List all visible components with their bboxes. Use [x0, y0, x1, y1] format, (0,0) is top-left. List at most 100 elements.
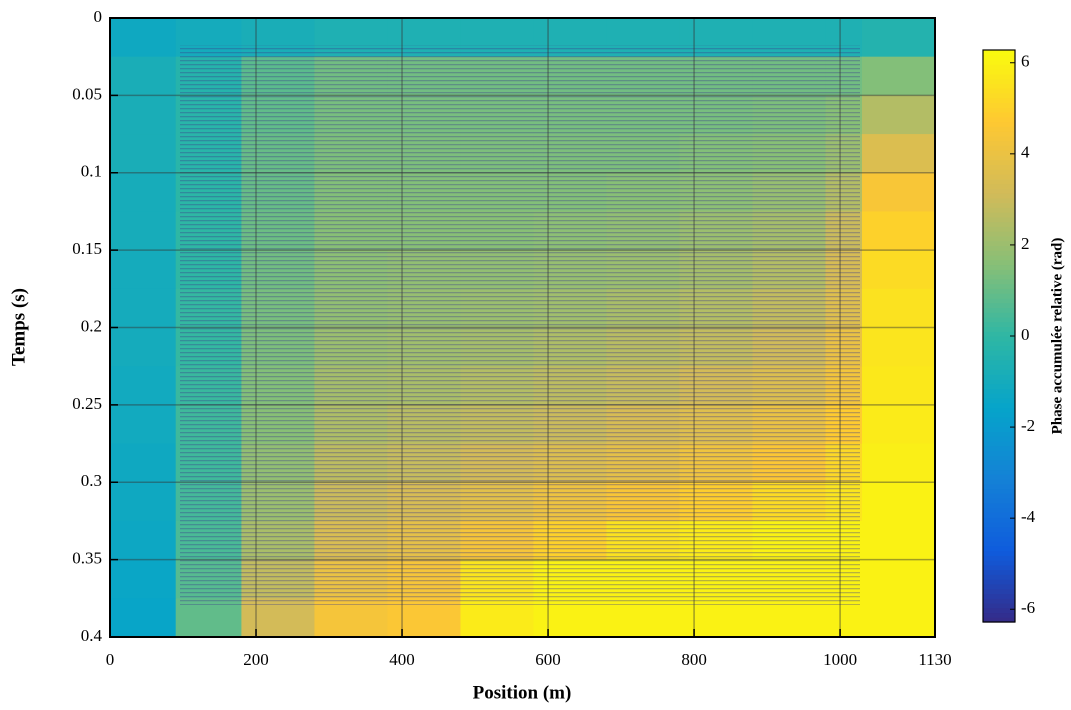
colorbar-swatch	[983, 121, 1015, 127]
colorbar-swatch	[983, 483, 1015, 490]
colorbar-swatch	[983, 540, 1015, 547]
colorbar-swatch	[983, 116, 1015, 123]
heatmap-cell	[110, 404, 177, 445]
colorbar-swatch	[983, 102, 1015, 108]
colorbar-swatch	[983, 512, 1015, 518]
x-tick-label: 1130	[918, 650, 951, 669]
colorbar-swatch	[983, 145, 1015, 151]
heatmap-cell	[861, 559, 936, 599]
colorbar-swatch	[983, 178, 1015, 185]
heatmap-cell	[110, 95, 177, 135]
colorbar-swatch	[983, 479, 1015, 485]
y-axis-label: Temps (s)	[8, 288, 29, 366]
colorbar-swatch	[983, 545, 1015, 552]
colorbar-swatch	[983, 350, 1015, 356]
colorbar-swatch	[983, 164, 1015, 170]
colorbar-swatch	[983, 326, 1015, 332]
colorbar-swatch	[983, 579, 1015, 585]
colorbar-swatch	[983, 92, 1015, 99]
x-tick-label: 400	[389, 650, 415, 669]
colorbar-swatch	[983, 340, 1015, 347]
colorbar-swatch	[983, 111, 1015, 118]
colorbar-swatch	[983, 536, 1015, 542]
colorbar-swatch	[983, 421, 1015, 428]
colorbar-swatch	[983, 474, 1015, 480]
x-tick-label: 800	[681, 650, 707, 669]
colorbar-swatch	[983, 169, 1015, 175]
colorbar-swatch	[983, 488, 1015, 494]
colorbar-swatch	[983, 560, 1015, 566]
heatmap-cell	[861, 482, 936, 522]
colorbar-swatch	[983, 269, 1015, 275]
colorbar-swatch	[983, 312, 1015, 318]
heatmap-cell	[110, 598, 177, 638]
colorbar-swatch	[983, 569, 1015, 575]
y-tick-label: 0.35	[72, 549, 102, 568]
stripe-texture	[180, 45, 860, 605]
colorbar-swatch	[983, 97, 1015, 104]
heatmap-cell	[110, 288, 177, 328]
colorbar-swatch	[983, 78, 1015, 84]
colorbar-swatch	[983, 555, 1015, 561]
heatmap-cell	[861, 366, 936, 406]
colorbar-swatch	[983, 455, 1015, 461]
colorbar-swatch	[983, 321, 1015, 328]
colorbar: -6 -4 -2 0 2 4 6	[982, 49, 1036, 623]
heatmap-cell	[110, 172, 177, 212]
heatmap-cell	[861, 404, 936, 445]
heatmap-cell	[861, 18, 936, 58]
colorbar-tick-label: -4	[1021, 507, 1036, 526]
x-tick-label: 1000	[823, 650, 857, 669]
heatmap-cell	[110, 250, 177, 290]
y-tick-label: 0.4	[81, 626, 103, 645]
colorbar-tick-label: -2	[1021, 416, 1035, 435]
colorbar-swatch	[983, 331, 1015, 337]
colorbar-swatch	[983, 183, 1015, 189]
heatmap-cell	[861, 327, 936, 367]
heatmap-cell	[110, 327, 177, 367]
heatmap-cell	[861, 598, 936, 638]
colorbar-swatch	[983, 450, 1015, 456]
colorbar-swatch	[983, 378, 1015, 385]
heatmap-cell	[110, 520, 177, 561]
heatmap-cell	[861, 172, 936, 212]
colorbar-swatch	[983, 469, 1015, 475]
colorbar-tick-label: -6	[1021, 598, 1035, 617]
heatmap-cell	[110, 559, 177, 599]
colorbar-swatch	[983, 588, 1015, 594]
colorbar-swatch	[983, 150, 1015, 156]
heatmap-cell	[861, 520, 936, 561]
y-tick-label: 0.2	[81, 316, 102, 335]
colorbar-swatch	[983, 221, 1015, 227]
x-tick-label: 0	[106, 650, 115, 669]
heatmap-cell	[861, 443, 936, 483]
colorbar-swatch	[983, 88, 1015, 94]
heatmap-cell	[861, 95, 936, 135]
colorbar-swatch	[983, 250, 1015, 256]
heatmap-cell	[110, 366, 177, 406]
heatmap-cell	[110, 482, 177, 522]
heatmap-cell	[861, 250, 936, 290]
colorbar-swatch	[983, 173, 1015, 180]
colorbar-swatch	[983, 355, 1015, 361]
colorbar-swatch	[983, 459, 1015, 466]
heatmap-cell	[110, 211, 177, 251]
colorbar-swatch	[983, 69, 1015, 75]
heatmap-cell	[110, 56, 177, 96]
colorbar-swatch	[983, 617, 1015, 623]
colorbar-swatch	[983, 226, 1015, 232]
colorbar-swatch	[983, 293, 1015, 299]
colorbar-swatch	[983, 417, 1015, 423]
colorbar-swatch	[983, 521, 1015, 528]
colorbar-swatch	[983, 254, 1015, 261]
colorbar-swatch	[983, 526, 1015, 533]
colorbar-swatch	[983, 464, 1015, 471]
colorbar-swatch	[983, 197, 1015, 204]
colorbar-swatch	[983, 383, 1015, 390]
colorbar-swatch	[983, 598, 1015, 604]
colorbar-swatch	[983, 440, 1015, 447]
heatmap-cell	[861, 288, 936, 328]
colorbar-swatch	[983, 231, 1015, 237]
plot-frame	[109, 17, 936, 638]
